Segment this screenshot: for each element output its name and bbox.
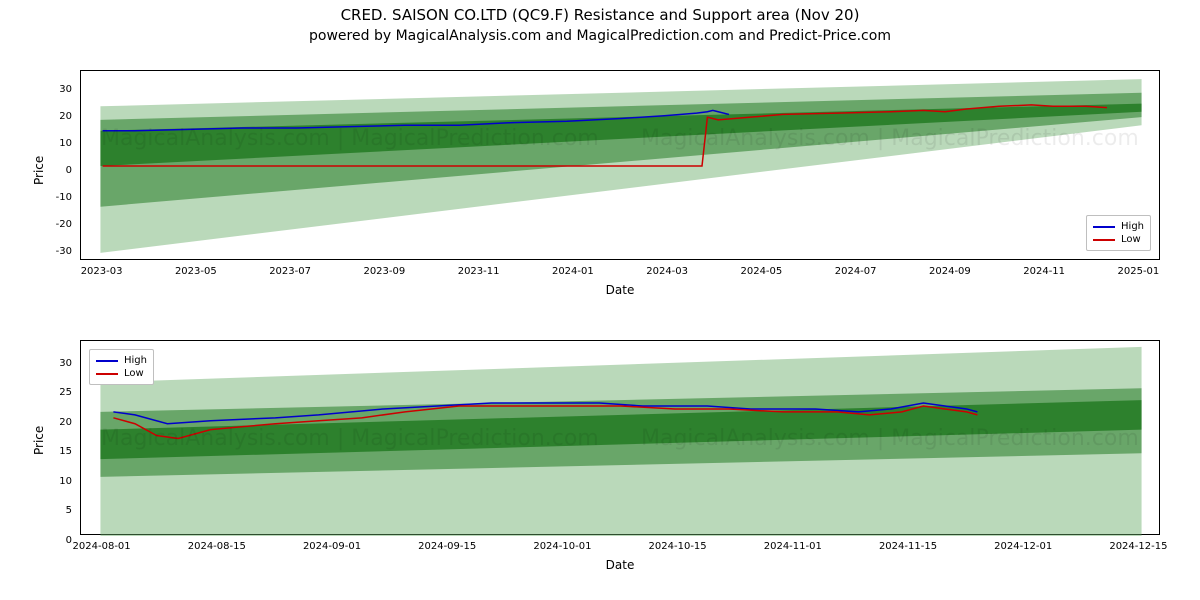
- xtick-label: 2023-11: [458, 266, 500, 277]
- xtick-label: 2023-05: [175, 266, 217, 277]
- legend-item: High: [96, 354, 147, 367]
- ytick-label: 0: [66, 535, 72, 546]
- xtick-label: 2024-11: [1023, 266, 1065, 277]
- ytick-label: -10: [56, 192, 72, 203]
- legend-label: High: [124, 355, 147, 366]
- figure: CRED. SAISON CO.LTD (QC9.F) Resistance a…: [0, 0, 1200, 600]
- xtick-label: 2024-09-01: [303, 541, 361, 552]
- ytick-label: 25: [59, 387, 72, 398]
- chart-title: CRED. SAISON CO.LTD (QC9.F) Resistance a…: [0, 6, 1200, 24]
- top-chart-xlabel: Date: [80, 283, 1160, 297]
- chart-subtitle: powered by MagicalAnalysis.com and Magic…: [0, 28, 1200, 44]
- ytick-label: 15: [59, 446, 72, 457]
- xtick-label: 2024-08-01: [73, 541, 131, 552]
- legend-swatch: [96, 373, 118, 375]
- bottom-chart-ylabel: Price: [32, 426, 46, 455]
- xtick-label: 2024-09-15: [418, 541, 476, 552]
- xtick-label: 2024-10-01: [533, 541, 591, 552]
- legend-swatch: [96, 360, 118, 362]
- legend-label: Low: [1121, 234, 1141, 245]
- legend-item: Low: [96, 367, 147, 380]
- xtick-label: 2024-11-15: [879, 541, 937, 552]
- ytick-label: 30: [59, 358, 72, 369]
- xtick-label: 2024-08-15: [188, 541, 246, 552]
- ytick-label: -30: [56, 246, 72, 257]
- legend-swatch: [1093, 239, 1115, 241]
- xtick-label: 2024-11-01: [764, 541, 822, 552]
- ytick-label: -20: [56, 219, 72, 230]
- legend: High Low: [1086, 215, 1151, 251]
- legend-label: Low: [124, 368, 144, 379]
- xtick-label: 2024-12-01: [994, 541, 1052, 552]
- top-chart-svg: [81, 71, 1161, 261]
- top-chart-ylabel: Price: [32, 156, 46, 185]
- xtick-label: 2023-03: [81, 266, 123, 277]
- xtick-label: 2024-09: [929, 266, 971, 277]
- top-chart: MagicalAnalysis.com | MagicalPrediction.…: [80, 70, 1160, 260]
- xtick-label: 2023-07: [269, 266, 311, 277]
- xtick-label: 2024-07: [835, 266, 877, 277]
- xtick-label: 2024-10-15: [649, 541, 707, 552]
- xtick-label: 2024-12-15: [1109, 541, 1167, 552]
- ytick-label: 20: [59, 111, 72, 122]
- ytick-label: 10: [59, 476, 72, 487]
- bottom-chart: MagicalAnalysis.com | MagicalPrediction.…: [80, 340, 1160, 535]
- ytick-label: 0: [66, 165, 72, 176]
- ytick-label: 10: [59, 138, 72, 149]
- legend-swatch: [1093, 226, 1115, 228]
- legend-label: High: [1121, 221, 1144, 232]
- xtick-label: 2024-01: [552, 266, 594, 277]
- ytick-label: 30: [59, 84, 72, 95]
- ytick-label: 5: [66, 505, 72, 516]
- xtick-label: 2025-01: [1117, 266, 1159, 277]
- ytick-label: 20: [59, 417, 72, 428]
- xtick-label: 2024-03: [646, 266, 688, 277]
- legend: High Low: [89, 349, 154, 385]
- bottom-chart-svg: [81, 341, 1161, 536]
- legend-item: Low: [1093, 233, 1144, 246]
- legend-item: High: [1093, 220, 1144, 233]
- bottom-chart-xlabel: Date: [80, 558, 1160, 572]
- xtick-label: 2023-09: [363, 266, 405, 277]
- xtick-label: 2024-05: [740, 266, 782, 277]
